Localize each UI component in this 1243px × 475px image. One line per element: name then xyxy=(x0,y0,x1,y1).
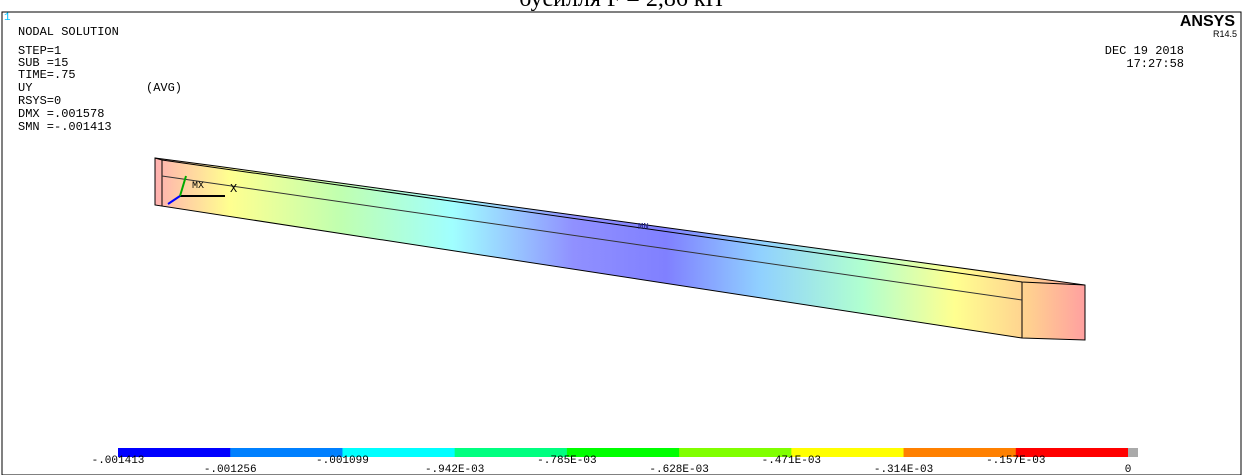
legend-label: -.785E-03 xyxy=(537,455,596,467)
clock: 17:27:58 xyxy=(1126,57,1184,71)
avg: (AVG) xyxy=(146,81,182,95)
legend-label: -.157E-03 xyxy=(986,455,1045,467)
caption: бусилля F = 2,86 кН xyxy=(519,0,723,12)
window-number: 1 xyxy=(4,12,11,24)
legend-label: -.314E-03 xyxy=(874,464,933,475)
legend-label: -.001099 xyxy=(316,455,369,467)
plot-title: NODAL SOLUTION xyxy=(18,25,119,39)
ansys-screen: бусилля F = 2,86 кН 1 NODAL SOLUTION STE… xyxy=(0,0,1243,475)
smn: SMN =-.001413 xyxy=(18,120,112,134)
beam xyxy=(155,158,1085,340)
version: R14.5 xyxy=(1213,29,1237,39)
axis-label: X xyxy=(230,182,237,196)
legend-label: -.001413 xyxy=(92,455,145,467)
date: DEC 19 2018 xyxy=(1105,44,1184,58)
legend: -.001413 -.001256 -.001099 -.942E-03 -.785E-… xyxy=(92,448,1138,475)
dmx: DMX =.001578 xyxy=(18,107,104,121)
legend-label: -.471E-03 xyxy=(762,455,821,467)
mx-label: MX xyxy=(192,181,204,192)
legend-label: 0 xyxy=(1125,464,1132,475)
legend-label: -.628E-03 xyxy=(649,464,708,475)
mn-label: MN xyxy=(638,222,649,232)
beam-edge xyxy=(162,176,1022,300)
legend-label: -.001256 xyxy=(204,464,257,475)
legend-end xyxy=(1128,448,1138,457)
legend-label: -.942E-03 xyxy=(425,464,484,475)
time: TIME=.75 xyxy=(18,68,76,82)
beam-body xyxy=(155,158,1085,340)
rsys: RSYS=0 xyxy=(18,94,61,108)
brand: ANSYS xyxy=(1180,13,1235,30)
item: UY xyxy=(18,81,32,95)
